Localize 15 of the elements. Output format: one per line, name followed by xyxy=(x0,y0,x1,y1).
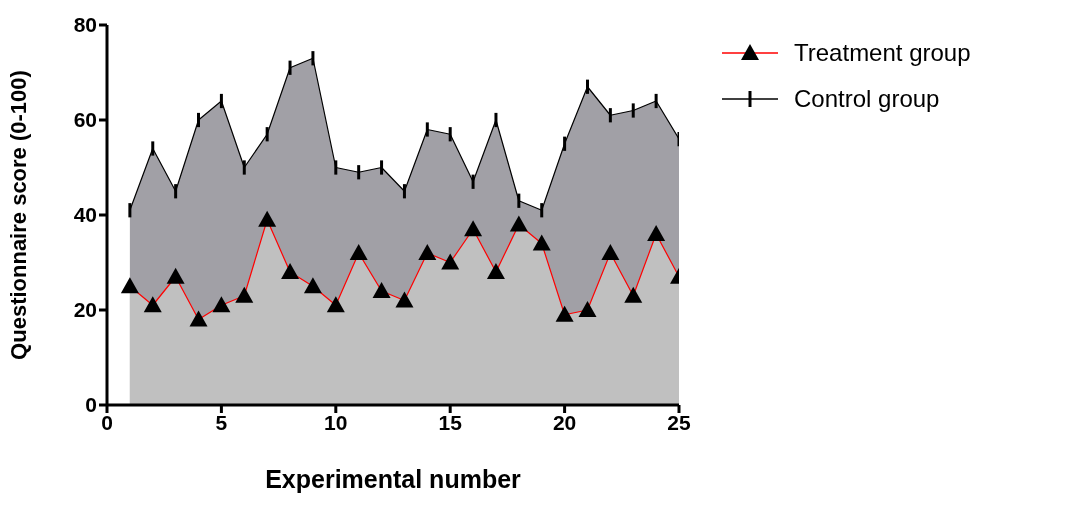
x-tick-label: 10 xyxy=(324,410,348,434)
x-tick-label: 20 xyxy=(552,410,577,434)
x-tick-label: 15 xyxy=(438,410,463,434)
legend-label: Control group xyxy=(794,85,940,113)
y-tick-label: 40 xyxy=(73,203,97,227)
legend-label: Treatment group xyxy=(794,39,971,67)
x-tick-label: 5 xyxy=(215,410,228,434)
y-tick-label: 80 xyxy=(73,13,97,37)
x-axis-title: Experimental number xyxy=(265,465,522,493)
y-axis-title: Questionnaire score (0-100) xyxy=(5,70,31,360)
y-tick-label: 20 xyxy=(73,298,97,322)
y-tick-label: 0 xyxy=(85,393,97,417)
x-tick-label: 25 xyxy=(667,410,691,434)
x-tick-label: 0 xyxy=(101,410,113,434)
y-tick-label: 60 xyxy=(73,108,97,132)
